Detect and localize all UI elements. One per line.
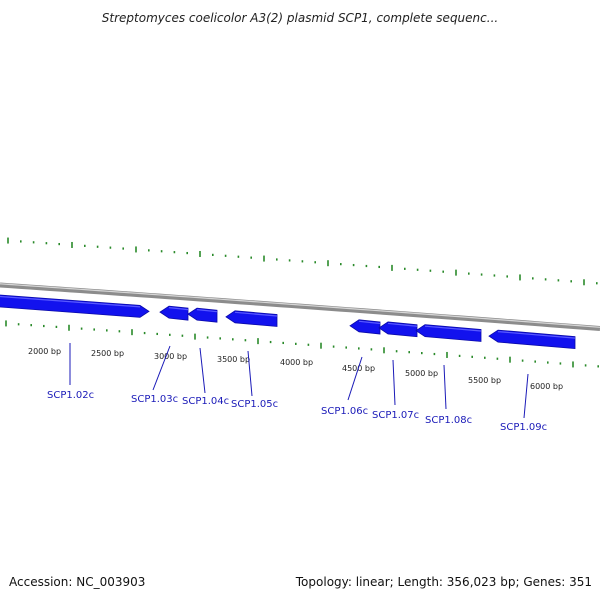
- gene-leader-line: [199, 347, 206, 394]
- gene-labels: SCP1.02c SCP1.03c SCP1.04c SCP1.05c SCP1.06c…: [47, 343, 547, 433]
- gene-label[interactable]: SCP1.04c: [182, 396, 229, 407]
- gene-arrow-shine: [0, 295, 141, 308]
- outer-tick-track: [7, 237, 598, 286]
- gene-arrow-shine: [497, 331, 576, 339]
- inner-tick-track: [5, 320, 600, 368]
- backbone-highlight: [0, 283, 600, 328]
- gene-leader-line: [443, 364, 447, 410]
- ruler-label: 4000 bp: [280, 358, 313, 367]
- gene-arrow-shine: [358, 320, 381, 325]
- gene-leader-line: [392, 359, 396, 406]
- ruler-labels: 2000 bp 2500 bp 3000 bp 3500 bp 4000 bp4500 …: [28, 347, 563, 391]
- gene-arrow-shine: [168, 307, 189, 311]
- accession-label: Accession: NC_003903: [9, 575, 146, 589]
- gene-arrow-scp1-02c[interactable]: [0, 294, 150, 318]
- gene-label[interactable]: SCP1.03c: [131, 394, 178, 405]
- map-title: Streptomyces coelicolor A3(2) plasmid SC…: [101, 11, 499, 25]
- ruler-label: 5000 bp: [405, 369, 438, 378]
- gene-leader-line: [152, 345, 171, 391]
- gene-arrow-shine: [234, 311, 278, 317]
- plasmid-backbone: [0, 282, 600, 331]
- sequence-summary: Topology: linear; Length: 356,023 bp; Ge…: [295, 575, 592, 589]
- ruler-label: 3500 bp: [217, 355, 250, 364]
- gene-label[interactable]: SCP1.07c: [372, 410, 419, 421]
- ruler-label: 3000 bp: [154, 352, 187, 361]
- gene-label[interactable]: SCP1.06c: [321, 406, 368, 417]
- backbone-line: [0, 282, 600, 331]
- ruler-label: 2500 bp: [91, 349, 124, 358]
- gene-arrow-shine: [424, 325, 482, 332]
- gene-leader-line: [347, 356, 363, 401]
- gene-label[interactable]: SCP1.08c: [425, 415, 472, 426]
- ruler-label: 5500 bp: [468, 376, 501, 385]
- gene-label[interactable]: SCP1.02c: [47, 390, 94, 401]
- gene-arrow-scp1-04c[interactable]: [187, 307, 218, 323]
- gene-arrow-shine: [196, 309, 218, 313]
- gene-track: [0, 294, 576, 350]
- gene-leader-line: [247, 350, 253, 397]
- gene-label[interactable]: SCP1.09c: [500, 422, 547, 433]
- ruler-label: 2000 bp: [28, 347, 61, 356]
- gene-arrow-shine: [387, 322, 418, 327]
- gene-arrow-scp1-09c[interactable]: [488, 329, 576, 350]
- ruler-label: 6000 bp: [530, 382, 563, 391]
- gene-arrow-scp1-08c[interactable]: [415, 324, 482, 342]
- gene-label[interactable]: SCP1.05c: [231, 399, 278, 410]
- gene-leader-line: [523, 373, 529, 419]
